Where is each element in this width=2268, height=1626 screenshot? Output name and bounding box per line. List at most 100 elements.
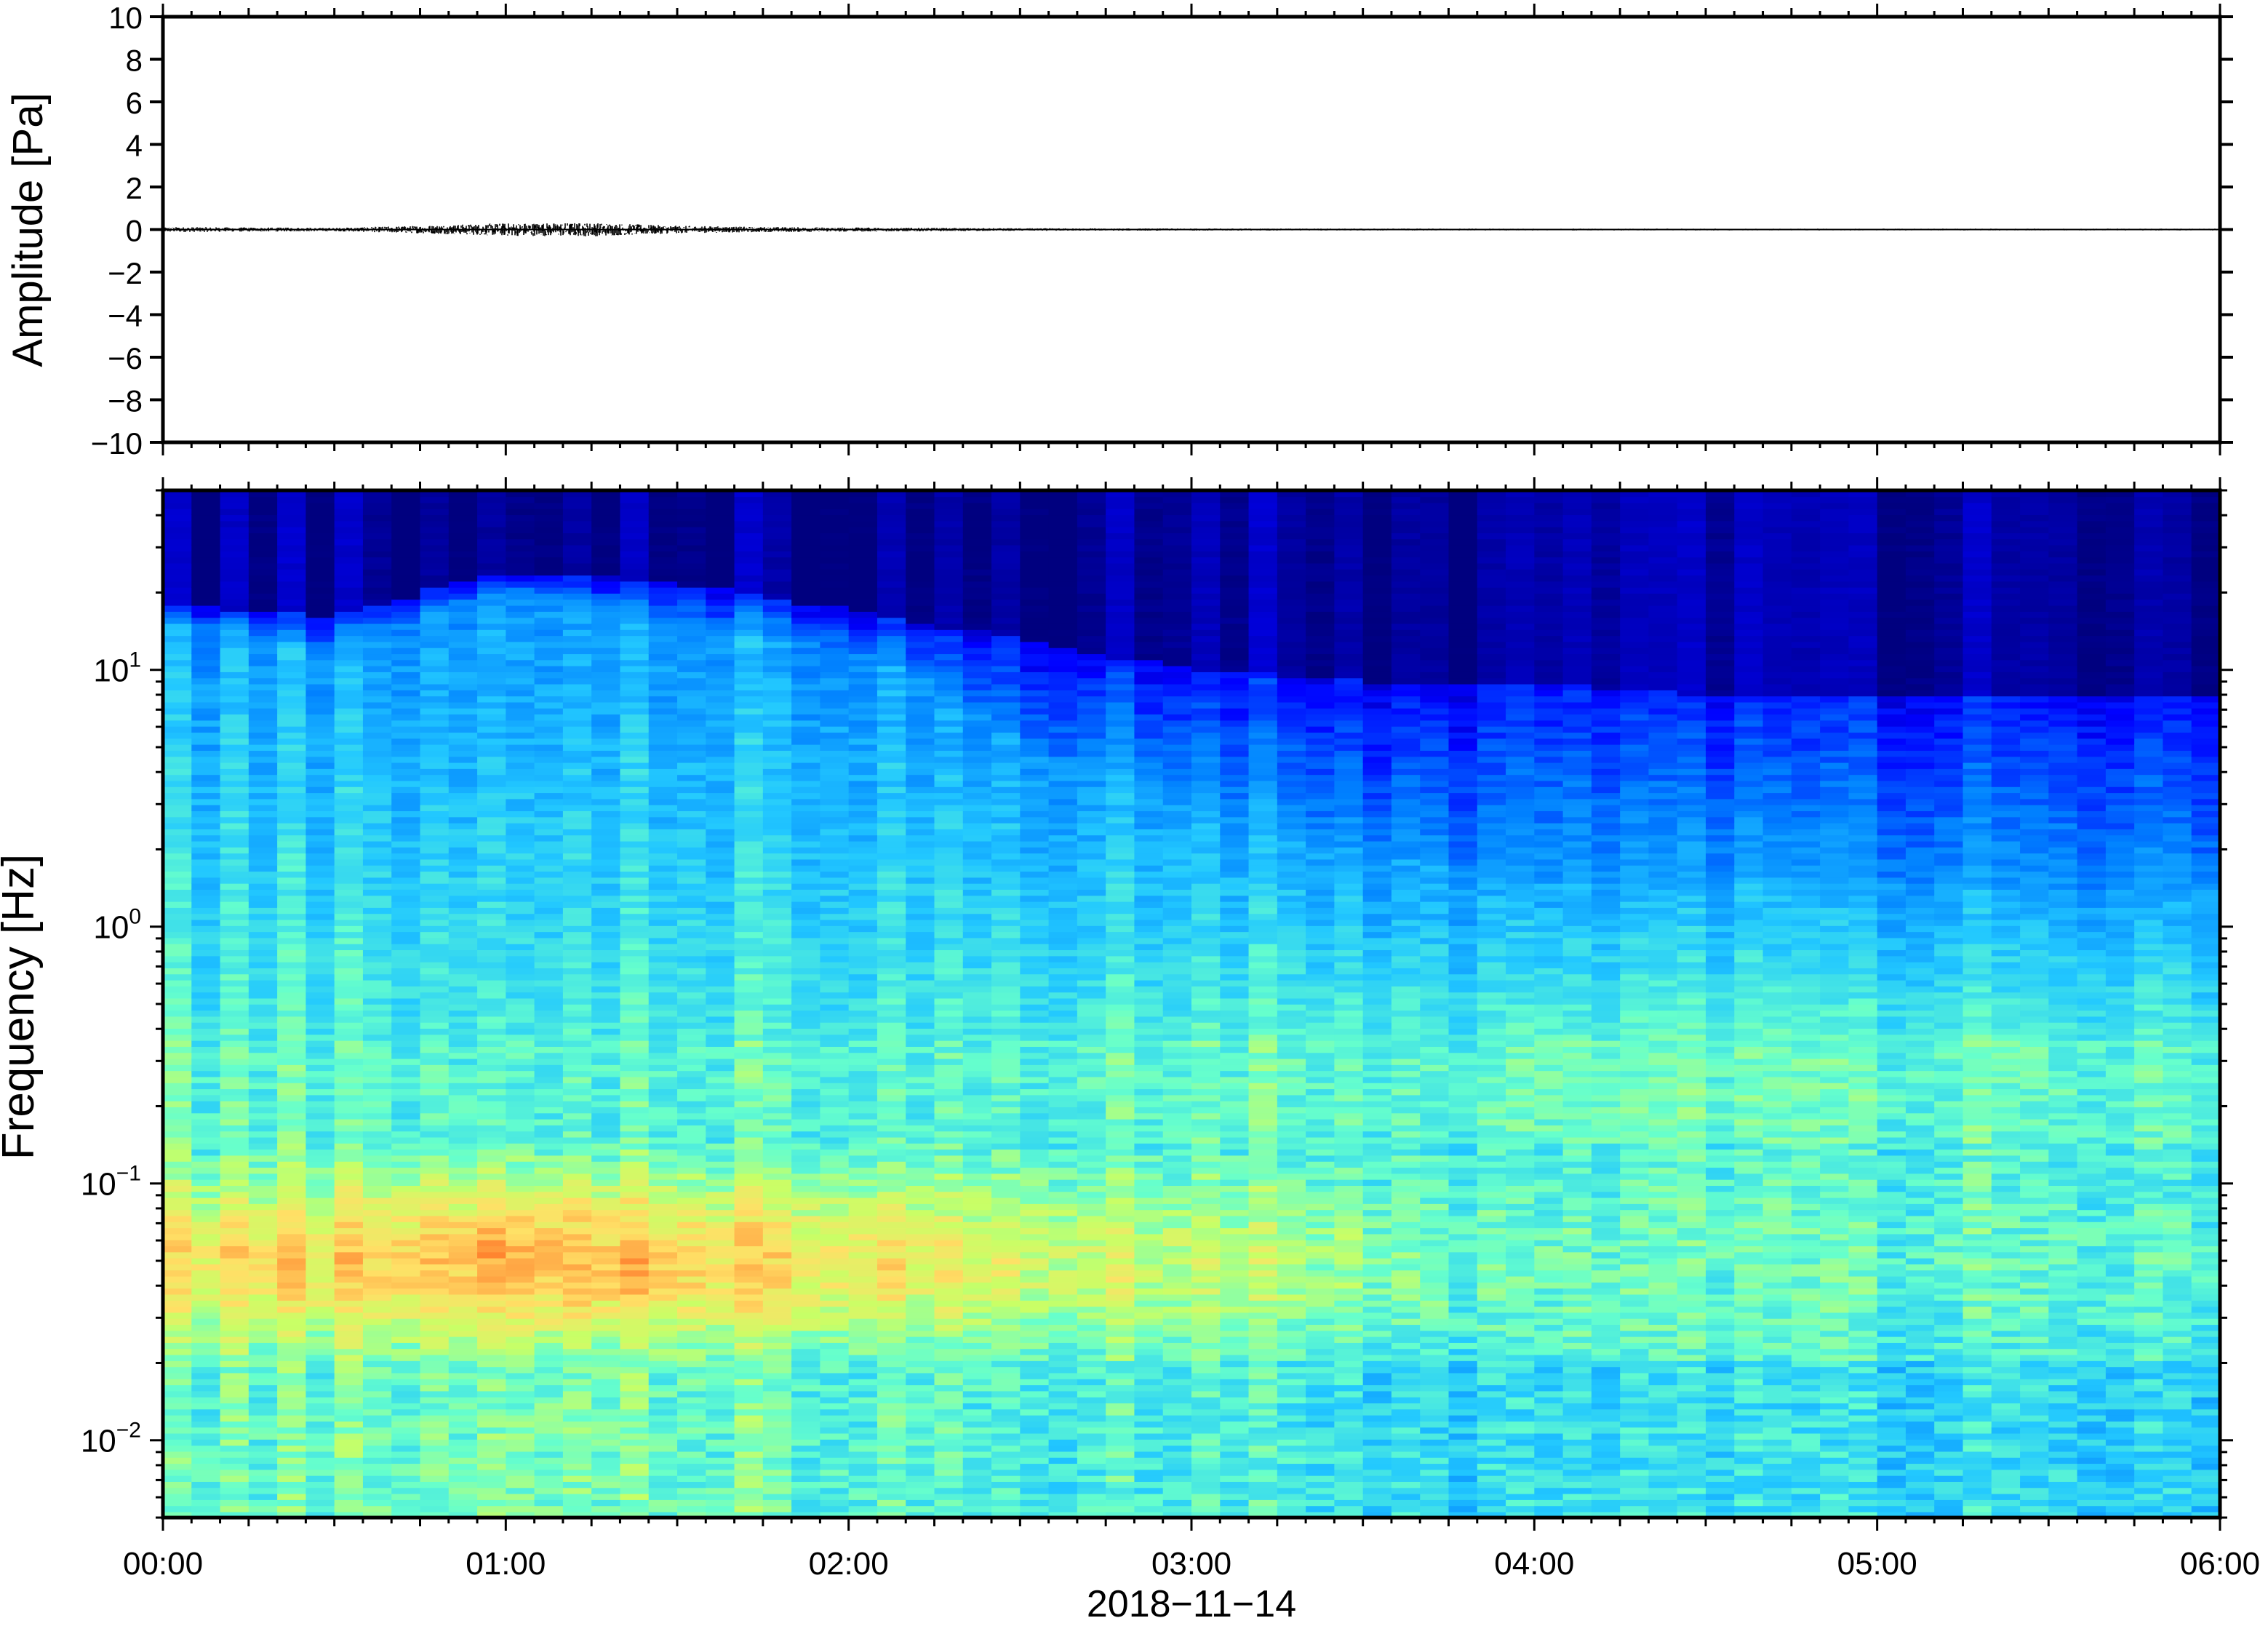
heatmap-cell	[820, 1119, 849, 1125]
heatmap-cell	[763, 545, 792, 551]
heatmap-cell	[249, 708, 278, 714]
heatmap-cell	[477, 1397, 506, 1403]
heatmap-cell	[563, 1355, 592, 1361]
heatmap-cell	[706, 1384, 735, 1391]
heatmap-cell	[620, 1197, 649, 1204]
heatmap-cell	[420, 841, 450, 848]
heatmap-cell	[935, 1179, 964, 1186]
heatmap-cell	[535, 1240, 564, 1246]
heatmap-cell	[249, 1083, 278, 1089]
heatmap-cell	[391, 792, 420, 799]
heatmap-cell	[591, 1421, 620, 1427]
heatmap-cell	[306, 666, 335, 672]
heatmap-cell	[877, 611, 906, 618]
heatmap-cell	[849, 1463, 878, 1470]
heatmap-cell	[620, 533, 649, 539]
heatmap-cell	[277, 1167, 306, 1173]
heatmap-cell	[249, 1185, 278, 1192]
heatmap-cell	[220, 998, 249, 1005]
heatmap-cell	[477, 1306, 506, 1312]
heatmap-cell	[277, 841, 306, 848]
heatmap-cell	[249, 1384, 278, 1391]
heatmap-cell	[506, 1191, 535, 1197]
heatmap-cell	[277, 817, 306, 824]
heatmap-cell	[706, 920, 735, 926]
heatmap-cell	[706, 1487, 735, 1494]
heatmap-cell	[877, 829, 906, 835]
heatmap-cell	[620, 726, 649, 733]
heatmap-cell	[677, 1203, 706, 1210]
heatmap-cell	[249, 684, 278, 690]
heatmap-cell	[449, 1059, 478, 1065]
heatmap-cell	[506, 1077, 535, 1083]
heatmap-cell	[191, 805, 220, 811]
heatmap-cell	[220, 1119, 249, 1125]
heatmap-cell	[249, 786, 278, 793]
heatmap-cell	[391, 762, 420, 769]
heatmap-cell	[591, 496, 620, 503]
heatmap-cell	[249, 1300, 278, 1307]
heatmap-cell	[877, 901, 906, 908]
heatmap-cell	[249, 1028, 278, 1035]
heatmap-cell	[563, 1270, 592, 1276]
heatmap-cell	[620, 871, 649, 877]
heatmap-cell	[649, 998, 678, 1005]
heatmap-cell	[249, 521, 278, 527]
heatmap-cell	[620, 1470, 649, 1476]
heatmap-cell	[535, 1209, 564, 1216]
heatmap-cell	[620, 1046, 649, 1053]
heatmap-cell	[791, 514, 820, 521]
heatmap-cell	[449, 883, 478, 890]
heatmap-cell	[449, 1427, 478, 1433]
heatmap-cell	[620, 1252, 649, 1259]
heatmap-cell	[449, 774, 478, 781]
heatmap-cell	[506, 1119, 535, 1125]
heatmap-cell	[877, 781, 906, 787]
heatmap-cell	[335, 901, 364, 908]
heatmap-cell	[306, 1149, 335, 1155]
heatmap-cell	[735, 593, 764, 599]
heatmap-cell	[506, 1360, 535, 1367]
heatmap-cell	[506, 1173, 535, 1180]
heatmap-cell	[706, 1421, 735, 1427]
heatmap-cell	[820, 781, 849, 787]
heatmap-cell	[506, 1179, 535, 1186]
heatmap-cell	[620, 1035, 649, 1041]
heatmap-cell	[391, 986, 420, 992]
heatmap-cell	[391, 834, 420, 841]
heatmap-cell	[820, 1408, 849, 1415]
heatmap-cell	[763, 1125, 792, 1131]
heatmap-cell	[677, 1288, 706, 1294]
heatmap-cell	[906, 968, 935, 974]
heatmap-cell	[191, 635, 220, 642]
heatmap-cell	[763, 1427, 792, 1433]
heatmap-cell	[477, 1258, 506, 1264]
heatmap-cell	[791, 1022, 820, 1029]
heatmap-cell	[677, 514, 706, 521]
heatmap-cell	[591, 1113, 620, 1120]
heatmap-cell	[791, 829, 820, 835]
heatmap-cell	[849, 1439, 878, 1446]
heatmap-cell	[677, 1294, 706, 1301]
heatmap-cell	[735, 1300, 764, 1307]
heatmap-cell	[277, 1059, 306, 1065]
heatmap-cell	[935, 617, 964, 623]
heatmap-cell	[849, 1312, 878, 1319]
heatmap-cell	[877, 1427, 906, 1433]
heatmap-cell	[163, 1433, 192, 1440]
waveform-y-tick-label: −2	[108, 256, 143, 290]
heatmap-cell	[935, 944, 964, 950]
heatmap-cell	[791, 1408, 820, 1415]
heatmap-cell	[391, 1270, 420, 1276]
heatmap-cell	[306, 799, 335, 805]
heatmap-cell	[677, 1457, 706, 1464]
heatmap-cell	[163, 1143, 192, 1149]
heatmap-cell	[820, 1324, 849, 1331]
heatmap-cell	[763, 1161, 792, 1168]
heatmap-cell	[735, 563, 764, 570]
heatmap-cell	[706, 1451, 735, 1458]
heatmap-cell	[563, 666, 592, 672]
heatmap-cell	[249, 1463, 278, 1470]
heatmap-cell	[335, 617, 364, 623]
heatmap-cell	[335, 847, 364, 853]
